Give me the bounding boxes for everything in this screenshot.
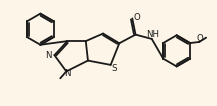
Text: O: O <box>134 13 140 22</box>
Text: S: S <box>112 64 117 73</box>
Text: N: N <box>45 51 52 60</box>
Text: NH: NH <box>146 30 159 39</box>
Text: N: N <box>64 69 71 78</box>
Text: O: O <box>196 34 203 43</box>
